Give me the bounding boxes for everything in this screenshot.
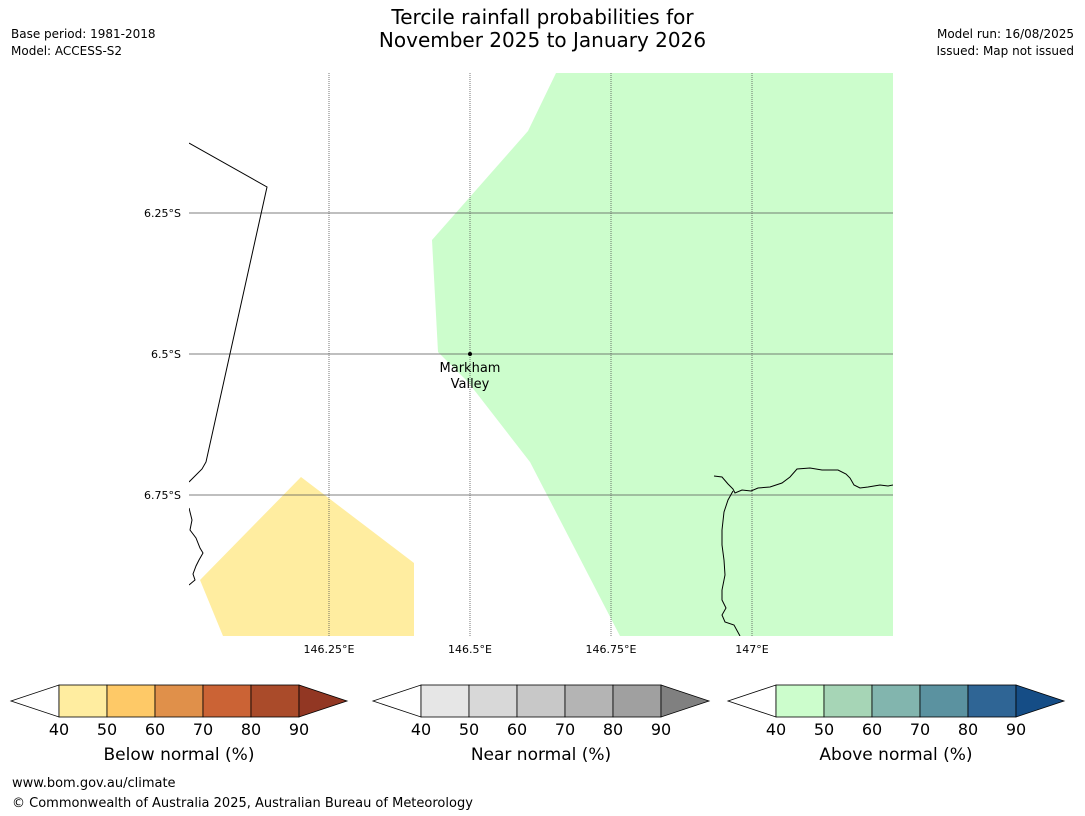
coastlines (189, 142, 893, 636)
colorbar-tick-label: 50 (814, 720, 834, 739)
colorbar-tick-label: 70 (910, 720, 930, 739)
colorbar-tick-label: 40 (411, 720, 431, 739)
markham-river (721, 490, 741, 636)
colorbar-extend-low (9, 684, 60, 718)
lon-labels: 146.25°E 146.5°E 146.75°E 147°E (304, 643, 769, 656)
above-normal-label: Above normal (%) (819, 745, 973, 765)
colorbar-segment (564, 684, 614, 718)
model-info: Base period: 1981-2018 Model: ACCESS-S2 (11, 26, 156, 60)
colorbar-tick-label: 90 (651, 720, 671, 739)
colorbar-segment (967, 684, 1017, 718)
map-area (189, 73, 893, 636)
colorbar-segment (871, 684, 921, 718)
colorbar-tick-label: 90 (1006, 720, 1026, 739)
model-name: Model: ACCESS-S2 (11, 44, 123, 58)
colorbar-segment (468, 684, 518, 718)
near-normal-colorbar: 40 50 60 70 80 90 (371, 684, 711, 739)
footer-url: www.bom.gov.au/climate (12, 776, 176, 791)
colorbar-tick-label: 70 (555, 720, 575, 739)
run-info: Model run: 16/08/2025 Issued: Map not is… (936, 26, 1074, 60)
colorbar-tick-label: 60 (862, 720, 882, 739)
lon-label: 146.75°E (586, 643, 637, 656)
colorbar-segment (58, 684, 108, 718)
colorbar-tick-label: 80 (241, 720, 261, 739)
lon-label: 147°E (735, 643, 768, 656)
colorbar-tick-label: 50 (97, 720, 117, 739)
below-normal-colorbar: 40 50 60 70 80 90 (9, 684, 349, 739)
colorbar-tick-label: 80 (958, 720, 978, 739)
colorbar-tick-label: 70 (193, 720, 213, 739)
below-normal-40-region (200, 477, 414, 636)
title-line-1: Tercile rainfall probabilities for (391, 5, 694, 29)
colorbar-tick-label: 40 (766, 720, 786, 739)
colorbar-tick-label: 60 (145, 720, 165, 739)
colorbar-tick-label: 60 (507, 720, 527, 739)
below-normal-label: Below normal (%) (103, 745, 255, 765)
colorbar-tick-label: 40 (49, 720, 69, 739)
colorbar-extend-high (298, 684, 349, 718)
lon-label: 146.25°E (304, 643, 355, 656)
colorbar-segment (823, 684, 873, 718)
model-run: Model run: 16/08/2025 (936, 27, 1074, 41)
lat-label: 6.75°S (144, 489, 181, 502)
footer: www.bom.gov.au/climate © Commonwealth of… (12, 774, 473, 814)
lon-label: 146.5°E (448, 643, 492, 656)
map-title: Tercile rainfall probabilities for Novem… (0, 6, 1085, 52)
lat-labels: 6.25°S 6.5°S 6.75°S (144, 207, 181, 502)
province-border (189, 142, 268, 483)
above-normal-colorbar: 40 50 60 70 80 90 (726, 684, 1066, 739)
colorbar-segment (250, 684, 300, 718)
colorbar-extend-high (660, 684, 711, 718)
title-line-2: November 2025 to January 2026 (378, 28, 707, 52)
gridlines (189, 73, 893, 636)
colorbar-segment (775, 684, 825, 718)
footer-copyright: © Commonwealth of Australia 2025, Austra… (12, 796, 473, 811)
lat-label: 6.5°S (151, 348, 181, 361)
colorbar-segment (612, 684, 662, 718)
colorbar-segment (154, 684, 204, 718)
colorbar-extend-low (726, 684, 777, 718)
near-normal-label: Near normal (%) (470, 745, 612, 765)
colorbar-tick-label: 80 (603, 720, 623, 739)
huon-gulf-coastline (713, 467, 893, 494)
colorbar-segment (919, 684, 969, 718)
west-coastline (189, 507, 204, 586)
colorbar-extend-high (1015, 684, 1066, 718)
colorbar-tick-label: 90 (289, 720, 309, 739)
issued-status: Issued: Map not issued (936, 44, 1074, 58)
place-marker (468, 352, 472, 356)
colorbar-extend-low (371, 684, 422, 718)
colorbar-segment (516, 684, 566, 718)
place-name-line-1: Markham (440, 361, 501, 376)
colorbar-segment (106, 684, 156, 718)
colorbar-segment (202, 684, 252, 718)
colorbar-tick-label: 50 (459, 720, 479, 739)
place-name-line-2: Valley (451, 377, 490, 392)
colorbar-segment (420, 684, 470, 718)
lat-label: 6.25°S (144, 207, 181, 220)
base-period: Base period: 1981-2018 (11, 27, 156, 41)
